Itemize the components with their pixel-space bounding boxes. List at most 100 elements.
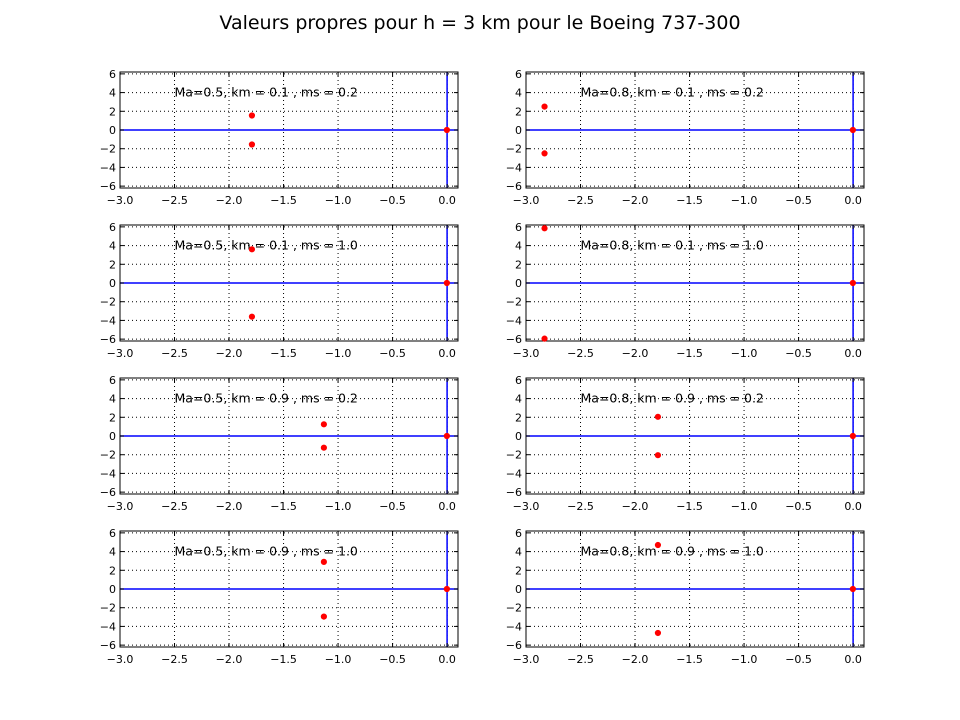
x-tick-label: −2.5 xyxy=(567,653,594,666)
y-tick-label: 6 xyxy=(109,221,116,234)
x-tick-label: −3.0 xyxy=(107,347,134,360)
subplot-7: −3.0 −2.5 −2.0 −1.5 −1.0 −0.5 0.0 6 4 2 0 −2 −4 −6 Ma=… xyxy=(100,527,459,666)
eigenvalue-point xyxy=(248,112,256,119)
x-tick-label: 0.0 xyxy=(438,500,456,513)
y-tick-label: 6 xyxy=(515,527,522,540)
eigenvalue-point xyxy=(849,279,856,287)
y-tick-label: −2 xyxy=(506,296,522,309)
y-tick-label: 6 xyxy=(109,68,116,81)
y-tick-label: −2 xyxy=(100,296,116,309)
x-tick-label: −3.0 xyxy=(107,500,134,513)
eigenvalue-point xyxy=(443,432,450,440)
y-tick-label: −6 xyxy=(100,486,116,499)
x-tick-label: −2.0 xyxy=(216,653,243,666)
y-tick-label: −2 xyxy=(100,143,116,156)
eigenvalue-point xyxy=(541,335,548,342)
x-tick-label: −1.0 xyxy=(325,347,352,360)
y-tick-label: 2 xyxy=(515,564,522,577)
subplot-5: −3.0 −2.5 −2.0 −1.5 −1.0 −0.5 0.0 6 4 2 0 −2 −4 −6 Ma=… xyxy=(100,374,459,513)
subplot-annotation: Ma=0.5, km = 0.9 , ms = 0.2 xyxy=(175,391,358,406)
x-tick-label: −1.5 xyxy=(676,653,703,666)
y-tick-label: −4 xyxy=(100,467,116,480)
x-tick-label: −2.0 xyxy=(622,194,649,207)
y-tick-label: 0 xyxy=(515,124,522,137)
subplot-6: −3.0 −2.5 −2.0 −1.5 −1.0 −0.5 0.0 6 4 2 0 −2 −4 −6 Ma=… xyxy=(506,374,865,513)
x-tick-label: −1.0 xyxy=(731,194,758,207)
y-tick-label: 0 xyxy=(109,430,116,443)
x-tick-label: −1.0 xyxy=(325,194,352,207)
x-tick-label: −0.5 xyxy=(785,653,812,666)
y-tick-label: −6 xyxy=(100,180,116,193)
y-tick-label: 4 xyxy=(515,393,522,406)
x-tick-label: 0.0 xyxy=(844,194,862,207)
subplot-annotation: Ma=0.5, km = 0.1 , ms = 1.0 xyxy=(175,238,358,253)
eigenvalue-point xyxy=(320,558,327,565)
x-tick-label: −3.0 xyxy=(513,194,540,207)
eigenvalue-point xyxy=(443,585,450,593)
y-tick-label: 0 xyxy=(109,277,116,290)
eigenvalue-point xyxy=(248,313,256,320)
y-tick-label: −6 xyxy=(506,333,522,346)
x-tick-label: −2.0 xyxy=(216,500,243,513)
y-tick-label: −2 xyxy=(506,143,522,156)
x-tick-label: −0.5 xyxy=(379,653,406,666)
x-tick-label: −2.5 xyxy=(567,347,594,360)
y-tick-label: −6 xyxy=(506,180,522,193)
x-tick-label: 0.0 xyxy=(438,194,456,207)
y-tick-label: 0 xyxy=(515,583,522,596)
y-tick-label: −4 xyxy=(506,314,522,327)
x-tick-label: −1.5 xyxy=(270,194,297,207)
x-tick-label: −2.5 xyxy=(567,500,594,513)
subplot-4: −3.0 −2.5 −2.0 −1.5 −1.0 −0.5 0.0 6 4 2 0 −2 −4 −6 Ma=… xyxy=(506,221,865,360)
x-tick-label: −1.5 xyxy=(270,347,297,360)
y-tick-label: 6 xyxy=(515,221,522,234)
eigenvalue-point xyxy=(541,225,548,232)
x-tick-label: 0.0 xyxy=(844,500,862,513)
y-tick-label: 0 xyxy=(515,430,522,443)
x-tick-label: −1.5 xyxy=(676,194,703,207)
subplot-annotation: Ma=0.8, km = 0.9 , ms = 0.2 xyxy=(581,391,764,406)
x-tick-label: −2.5 xyxy=(161,347,188,360)
subplot-annotation: Ma=0.8, km = 0.1 , ms = 1.0 xyxy=(581,238,764,253)
x-tick-label: −2.5 xyxy=(161,500,188,513)
x-tick-label: −2.5 xyxy=(161,194,188,207)
x-tick-label: −1.0 xyxy=(325,500,352,513)
x-tick-label: 0.0 xyxy=(844,347,862,360)
y-tick-label: 2 xyxy=(515,105,522,118)
y-tick-label: 2 xyxy=(515,411,522,424)
y-tick-label: 4 xyxy=(109,240,116,253)
eigenvalue-point xyxy=(654,629,662,637)
x-tick-label: −0.5 xyxy=(379,500,406,513)
x-tick-label: −3.0 xyxy=(107,194,134,207)
y-tick-label: 2 xyxy=(109,105,116,118)
y-tick-label: 6 xyxy=(109,527,116,540)
y-tick-label: 6 xyxy=(515,374,522,387)
y-tick-label: 4 xyxy=(515,240,522,253)
x-tick-label: −3.0 xyxy=(513,653,540,666)
y-tick-label: −6 xyxy=(506,639,522,652)
x-tick-label: −3.0 xyxy=(107,653,134,666)
y-tick-label: 4 xyxy=(109,393,116,406)
x-tick-label: −1.0 xyxy=(325,653,352,666)
eigenvalue-point xyxy=(541,150,548,157)
y-tick-label: 2 xyxy=(109,564,116,577)
x-tick-label: −2.5 xyxy=(567,194,594,207)
eigenvalue-point xyxy=(320,421,327,428)
y-tick-label: 0 xyxy=(515,277,522,290)
y-tick-label: −4 xyxy=(506,161,522,174)
x-tick-label: −3.0 xyxy=(513,347,540,360)
y-tick-label: 2 xyxy=(109,411,116,424)
eigenvalue-point xyxy=(654,452,662,459)
subplot-8: −3.0 −2.5 −2.0 −1.5 −1.0 −0.5 0.0 6 4 2 0 −2 −4 −6 Ma=… xyxy=(506,527,865,666)
subplot-annotation: Ma=0.8, km = 0.9 , ms = 1.0 xyxy=(581,544,764,559)
y-tick-label: −6 xyxy=(506,486,522,499)
x-tick-label: −0.5 xyxy=(379,347,406,360)
x-tick-label: −2.0 xyxy=(216,347,243,360)
eigenvalue-point xyxy=(320,613,327,620)
y-tick-label: 4 xyxy=(515,546,522,559)
y-tick-label: 0 xyxy=(109,124,116,137)
x-tick-label: −2.0 xyxy=(216,194,243,207)
x-tick-label: −2.0 xyxy=(622,500,649,513)
x-tick-label: −3.0 xyxy=(513,500,540,513)
x-tick-label: −2.0 xyxy=(622,347,649,360)
